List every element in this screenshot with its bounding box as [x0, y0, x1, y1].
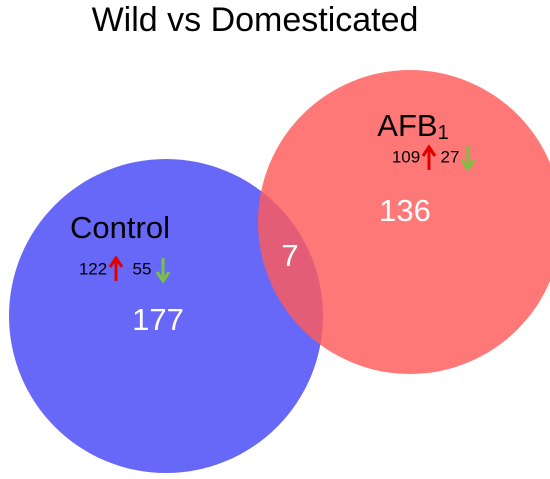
set-total: 136: [379, 193, 431, 228]
intersection-count: 7: [281, 238, 298, 273]
down-count: 55: [133, 259, 152, 278]
up-count: 122: [79, 259, 107, 278]
up-arrow: [108, 255, 124, 281]
title: Wild vs Domesticated: [92, 1, 419, 39]
afb-circle: [258, 70, 550, 374]
down-arrow: [155, 258, 171, 284]
down-arrow: [460, 146, 476, 172]
set-label: AFB1: [377, 108, 448, 144]
up-arrow: [421, 144, 437, 170]
set-label-subscript: 1: [438, 122, 449, 144]
down-count: 27: [441, 147, 460, 166]
up-count: 109: [392, 147, 420, 166]
set-total: 177: [132, 302, 184, 337]
set-label-text: AFB: [377, 108, 437, 143]
control-circle: [9, 159, 323, 473]
set-label: Control: [70, 210, 170, 245]
